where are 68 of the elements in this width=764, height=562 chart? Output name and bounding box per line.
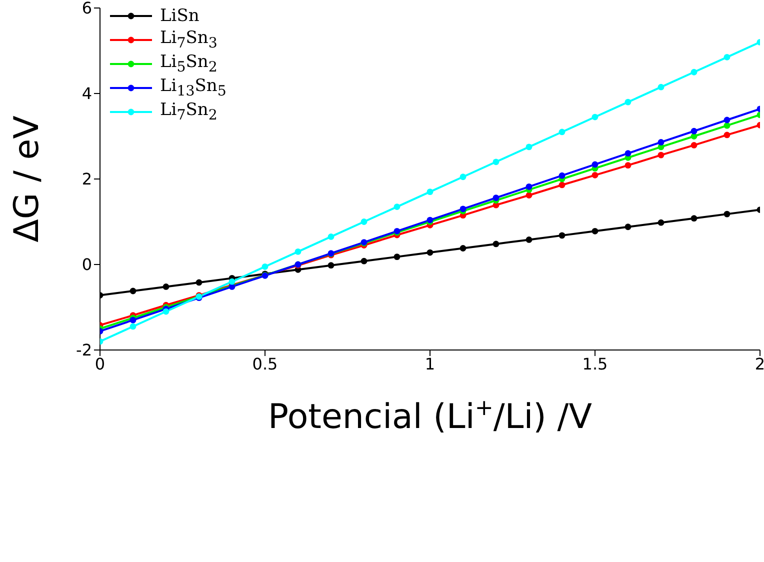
legend-label: Li$_{13}$Sn$_{5}$ — [160, 76, 226, 100]
legend-label: Li$_{7}$Sn$_{2}$ — [160, 100, 218, 124]
point — [492, 240, 500, 248]
y-tick-label: 0 — [82, 255, 92, 274]
point — [162, 308, 170, 315]
point — [592, 161, 598, 168]
point — [492, 194, 500, 202]
point — [394, 254, 400, 260]
y-axis-title: ΔG / eV — [7, 116, 47, 242]
point — [690, 142, 698, 148]
point — [558, 182, 566, 188]
point — [690, 215, 698, 222]
point — [690, 128, 698, 134]
point — [328, 262, 334, 269]
point — [130, 288, 136, 294]
point — [592, 228, 598, 234]
point — [624, 224, 632, 230]
x-tick-label: 0 — [94, 354, 106, 374]
point — [658, 139, 664, 146]
point — [262, 263, 268, 270]
point — [592, 114, 598, 120]
line-series — [100, 206, 760, 298]
point — [724, 54, 730, 60]
x-tick-label: 1.5 — [582, 354, 608, 374]
point — [558, 232, 566, 239]
legend-label: Li$_{7}$Sn$_{3}$ — [160, 28, 218, 52]
point — [592, 172, 598, 178]
x-tick-label: 1 — [424, 354, 436, 374]
point — [724, 210, 730, 218]
point — [658, 84, 664, 90]
point — [724, 132, 730, 138]
point — [658, 152, 664, 158]
y-tick-label: 6 — [82, 0, 92, 18]
point — [460, 174, 466, 180]
x-tick-label: 0.5 — [252, 354, 278, 374]
point — [196, 279, 202, 286]
point — [526, 192, 532, 198]
legend-label: Li$_{5}$Sn$_{2}$ — [160, 52, 218, 76]
y-tick-label: 4 — [82, 84, 92, 104]
x-axis-title: Potencial (Li$^{+}$/Li) /V — [268, 395, 592, 437]
point — [624, 162, 632, 169]
point — [724, 116, 730, 124]
point — [526, 236, 532, 243]
point — [426, 188, 434, 196]
point — [558, 128, 566, 136]
point — [328, 234, 334, 240]
point — [658, 219, 664, 226]
point — [526, 144, 532, 150]
point — [526, 183, 532, 190]
point — [130, 323, 136, 330]
legend-label: LiSn — [160, 6, 200, 26]
point — [294, 248, 302, 255]
x-tick-label: 2 — [754, 354, 764, 374]
point — [724, 122, 730, 129]
point — [162, 284, 170, 290]
y-tick-label: -2 — [76, 340, 92, 360]
point — [624, 98, 632, 106]
point — [690, 68, 698, 76]
point — [624, 150, 632, 157]
point — [228, 278, 236, 285]
point — [558, 172, 566, 179]
point — [360, 258, 368, 264]
point — [394, 204, 400, 210]
point — [426, 249, 434, 256]
point — [460, 245, 466, 252]
y-tick-label: 2 — [82, 170, 92, 189]
point — [492, 158, 500, 166]
point — [360, 218, 368, 225]
